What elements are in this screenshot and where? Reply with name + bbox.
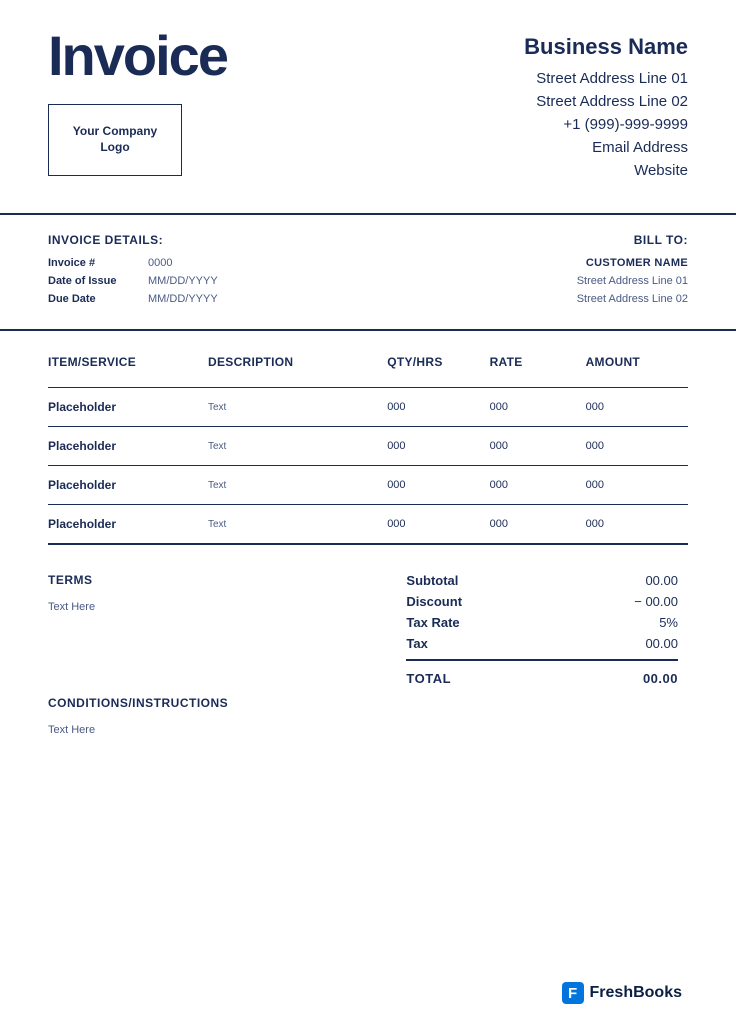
customer-name: CUSTOMER NAME: [577, 257, 688, 269]
tax-label: Tax: [406, 636, 427, 651]
header-section: Invoice Your Company Logo Business Name …: [48, 28, 688, 185]
business-address-2: Street Address Line 02: [524, 93, 688, 110]
subtotal-value: 00.00: [645, 573, 678, 588]
items-table: ITEM/SERVICE DESCRIPTION QTY/HRS RATE AM…: [48, 355, 688, 545]
item-row: Placeholder Text 000 000 000: [48, 388, 688, 427]
totals-block: Subtotal 00.00 Discount − 00.00 Tax Rate…: [406, 573, 688, 686]
item-rate: 000: [490, 505, 586, 545]
business-name: Business Name: [524, 34, 688, 60]
conditions-text: Text Here: [48, 724, 688, 736]
col-header-amount: AMOUNT: [586, 355, 688, 388]
freshbooks-icon: F: [562, 982, 584, 1004]
company-logo-placeholder: Your Company Logo: [48, 104, 182, 176]
item-qty: 000: [387, 466, 489, 505]
tax-value: 00.00: [645, 636, 678, 651]
business-website: Website: [524, 162, 688, 179]
item-desc: Text: [208, 466, 387, 505]
item-qty: 000: [387, 388, 489, 427]
total-label: TOTAL: [406, 671, 451, 686]
taxrate-label: Tax Rate: [406, 615, 459, 630]
invoice-details-header: INVOICE DETAILS:: [48, 233, 218, 247]
col-header-qty: QTY/HRS: [387, 355, 489, 388]
item-rate: 000: [490, 388, 586, 427]
taxrate-value: 5%: [659, 615, 678, 630]
totals-divider: [406, 659, 678, 661]
discount-value: − 00.00: [634, 594, 678, 609]
item-name: Placeholder: [48, 466, 208, 505]
item-amount: 000: [586, 427, 688, 466]
bill-address-2: Street Address Line 02: [577, 293, 688, 305]
item-name: Placeholder: [48, 505, 208, 545]
discount-label: Discount: [406, 594, 462, 609]
col-header-item: ITEM/SERVICE: [48, 355, 208, 388]
bill-address-1: Street Address Line 01: [577, 275, 688, 287]
item-amount: 000: [586, 388, 688, 427]
item-amount: 000: [586, 505, 688, 545]
freshbooks-logo: F FreshBooks: [562, 982, 682, 1004]
invoice-number-value: 0000: [148, 257, 172, 269]
item-row: Placeholder Text 000 000 000: [48, 427, 688, 466]
invoice-title: Invoice: [48, 28, 227, 84]
date-of-issue-label: Date of Issue: [48, 275, 148, 287]
terms-text: Text Here: [48, 601, 355, 613]
details-section: INVOICE DETAILS: Invoice # 0000 Date of …: [0, 215, 736, 329]
item-amount: 000: [586, 466, 688, 505]
business-phone: +1 (999)-999-9999: [524, 116, 688, 133]
freshbooks-text: FreshBooks: [590, 984, 682, 1002]
item-qty: 000: [387, 427, 489, 466]
item-row: Placeholder Text 000 000 000: [48, 466, 688, 505]
terms-header: TERMS: [48, 573, 355, 587]
bill-to-header: BILL TO:: [577, 233, 688, 247]
total-value: 00.00: [643, 671, 678, 686]
item-row: Placeholder Text 000 000 000: [48, 505, 688, 545]
item-qty: 000: [387, 505, 489, 545]
subtotal-label: Subtotal: [406, 573, 458, 588]
item-name: Placeholder: [48, 427, 208, 466]
business-address-1: Street Address Line 01: [524, 70, 688, 87]
item-desc: Text: [208, 427, 387, 466]
item-rate: 000: [490, 427, 586, 466]
item-rate: 000: [490, 466, 586, 505]
item-name: Placeholder: [48, 388, 208, 427]
conditions-header: CONDITIONS/INSTRUCTIONS: [48, 696, 688, 710]
col-header-description: DESCRIPTION: [208, 355, 387, 388]
due-date-label: Due Date: [48, 293, 148, 305]
item-desc: Text: [208, 388, 387, 427]
due-date-value: MM/DD/YYYY: [148, 293, 218, 305]
invoice-number-label: Invoice #: [48, 257, 148, 269]
item-desc: Text: [208, 505, 387, 545]
business-email: Email Address: [524, 139, 688, 156]
date-of-issue-value: MM/DD/YYYY: [148, 275, 218, 287]
col-header-rate: RATE: [490, 355, 586, 388]
